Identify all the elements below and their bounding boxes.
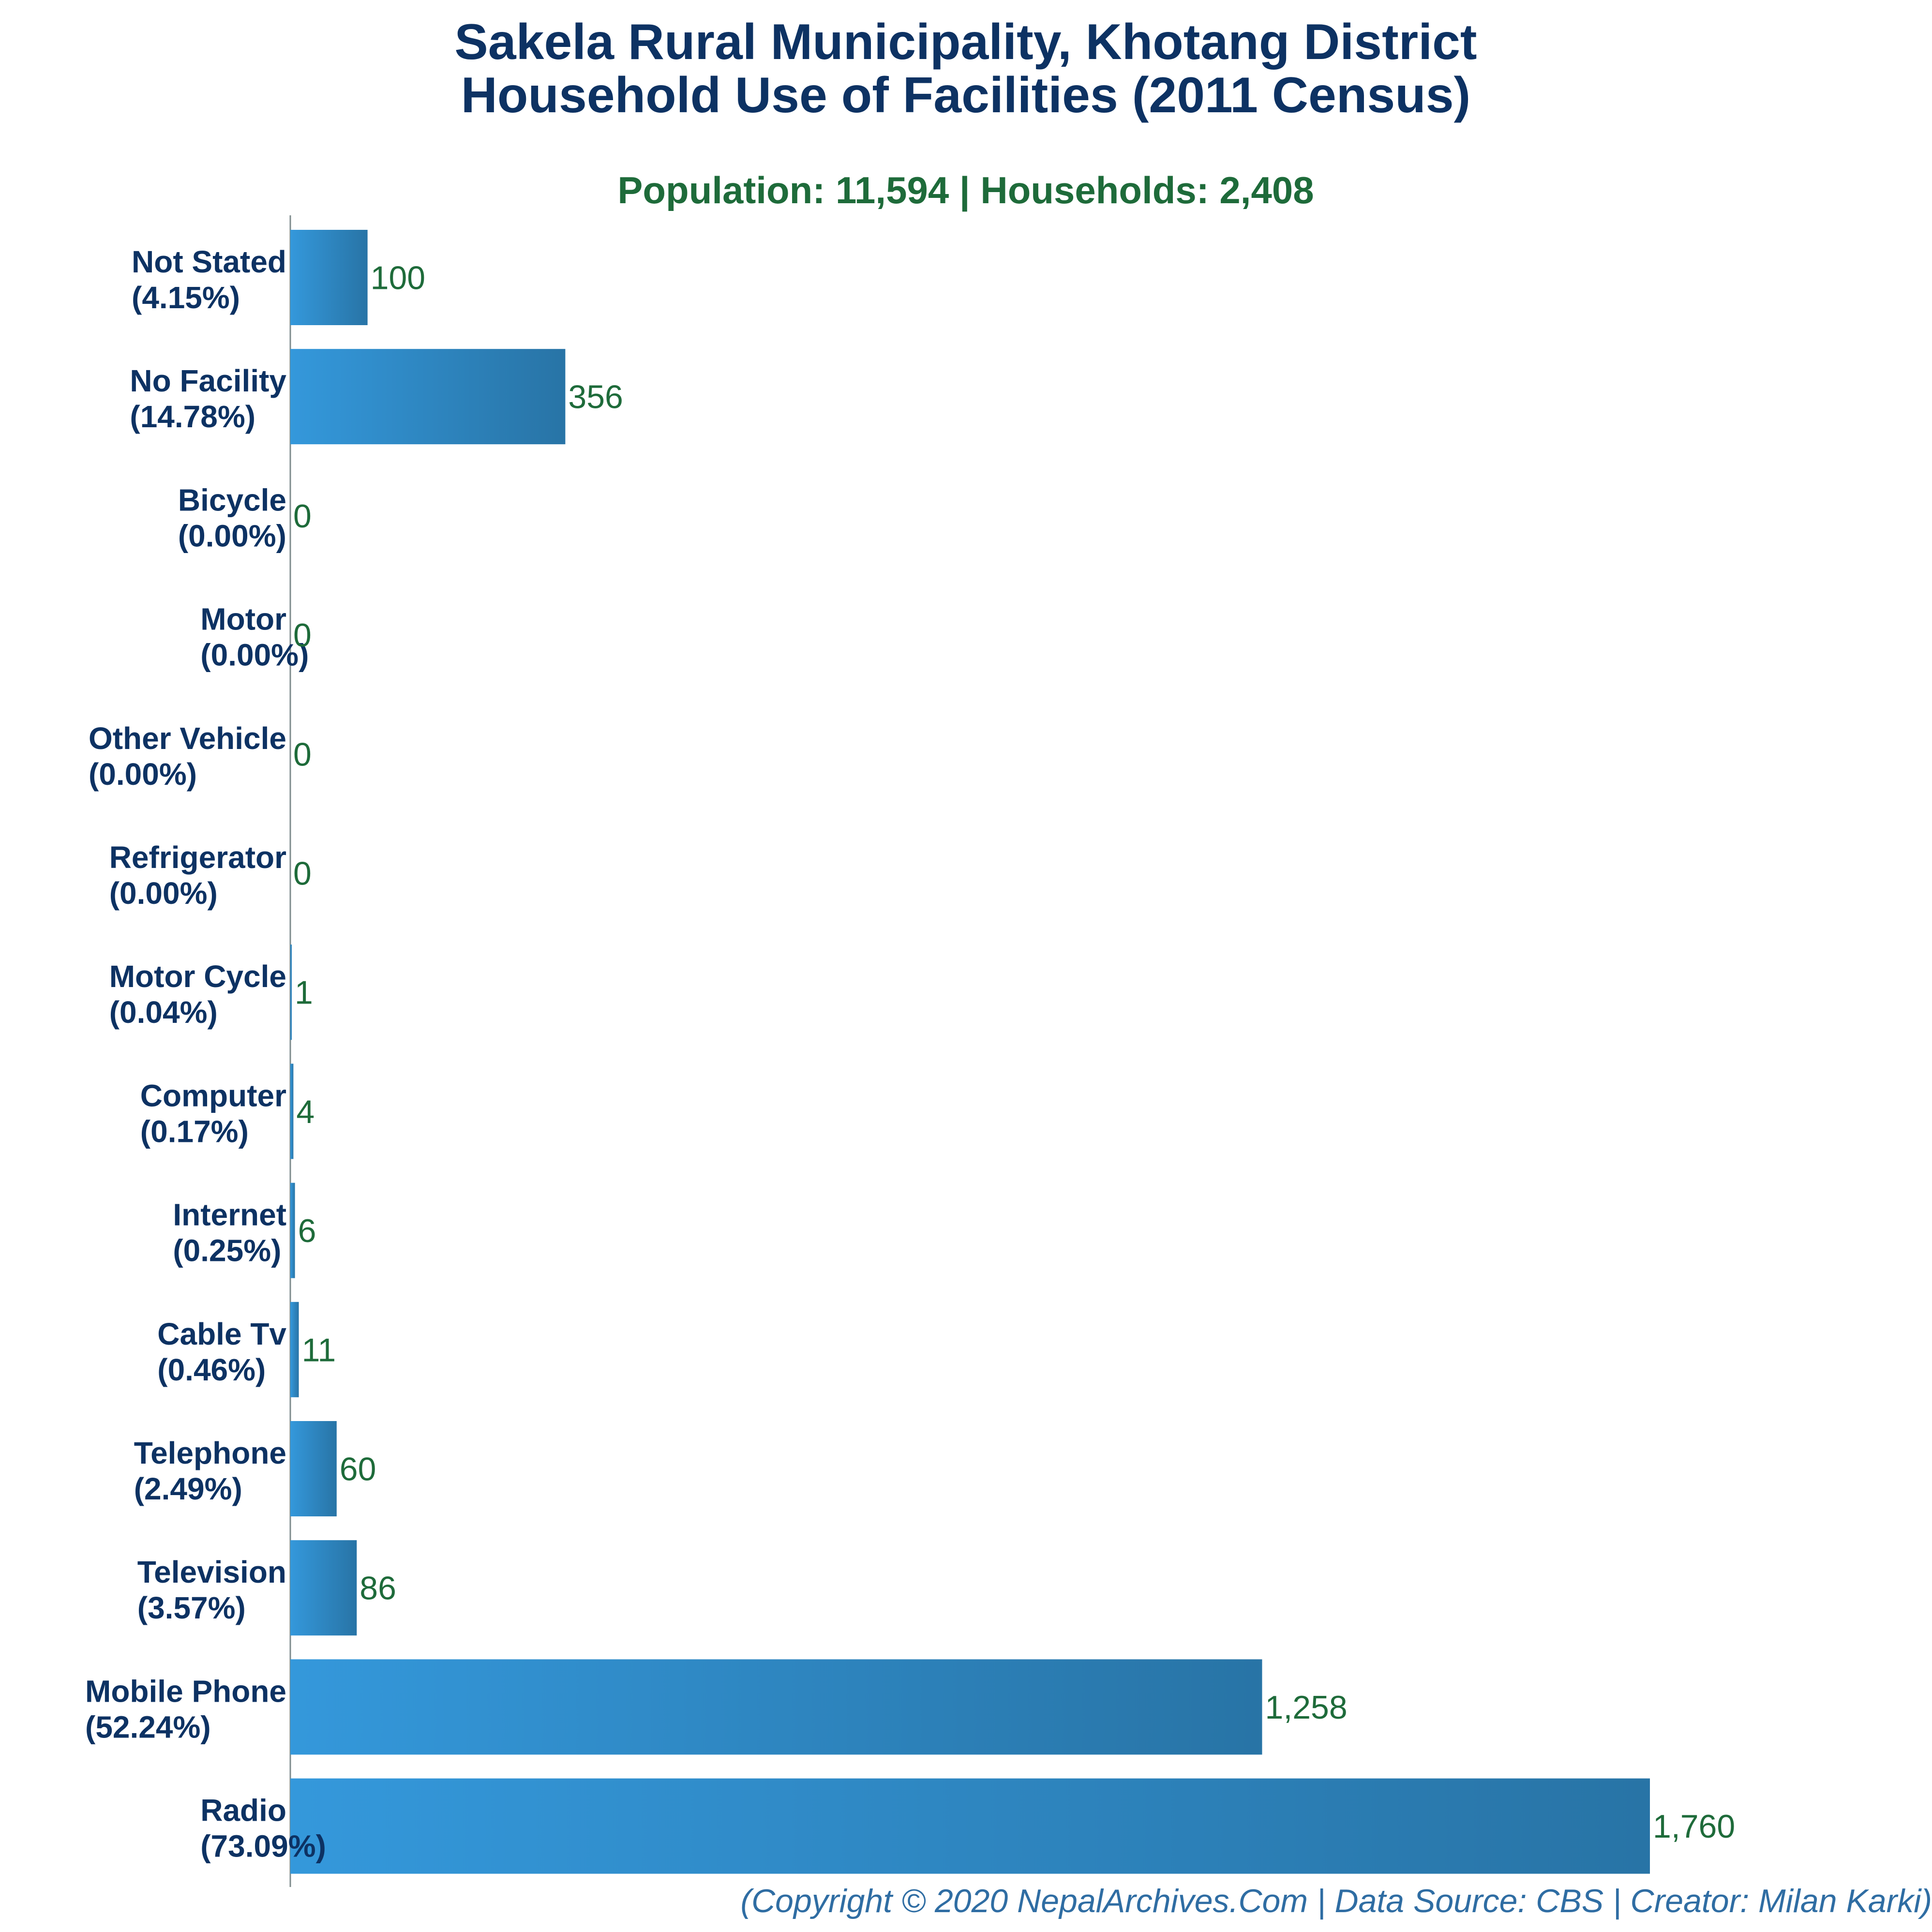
category-name: Computer: [140, 1078, 286, 1113]
category-name: Refrigerator: [109, 840, 286, 875]
category-label-refrigerator: Refrigerator (0.00%): [109, 840, 286, 911]
category-label-no-facility: No Facility (14.78%): [130, 363, 286, 434]
chart-title-line-2: Household Use of Facilities (2011 Census…: [461, 67, 1470, 123]
value-label-refrigerator: 0: [293, 855, 312, 892]
category-label-cable-tv: Cable Tv (0.46%): [157, 1317, 286, 1387]
value-label-internet: 6: [298, 1213, 316, 1249]
category-label-motor: Motor (0.00%): [200, 602, 309, 673]
value-labels-group: 100 356 0 0 0 0 1 4 6 11 60 86 1,258 1,760: [293, 260, 1735, 1845]
value-label-computer: 4: [296, 1093, 315, 1130]
category-name: Cable Tv: [157, 1317, 286, 1351]
category-label-other-vehicle: Other Vehicle (0.00%): [89, 721, 286, 792]
bar-cable-tv: [290, 1302, 299, 1397]
value-label-telephone: 60: [340, 1451, 376, 1488]
category-percent: (3.57%): [137, 1590, 246, 1625]
bar-television: [290, 1540, 357, 1636]
chart-title-line-1: Sakela Rural Municipality, Khotang Distr…: [454, 14, 1477, 70]
category-percent: (52.24%): [85, 1709, 211, 1744]
value-label-radio: 1,760: [1653, 1808, 1735, 1845]
value-label-not-stated: 100: [371, 260, 425, 297]
category-label-internet: Internet (0.25%): [173, 1198, 286, 1268]
category-name: Radio: [200, 1793, 286, 1828]
value-label-motor-cycle: 1: [295, 974, 313, 1011]
category-label-radio: Radio (73.09%): [200, 1793, 326, 1864]
bar-mobile-phone: [290, 1659, 1262, 1755]
category-name: Telephone: [134, 1436, 286, 1470]
bar-telephone: [290, 1421, 337, 1516]
category-percent: (0.17%): [140, 1114, 249, 1149]
category-name: Motor Cycle: [109, 959, 286, 994]
footer-credit: (Copyright © 2020 NepalArchives.Com | Da…: [740, 1883, 1932, 1919]
category-name: Bicycle: [178, 482, 286, 517]
category-label-telephone: Telephone (2.49%): [134, 1436, 286, 1506]
value-label-bicycle: 0: [293, 498, 312, 535]
bars-group: [290, 230, 1650, 1874]
value-label-no-facility: 356: [568, 379, 623, 416]
bar-not-stated: [290, 230, 368, 325]
value-label-motor: 0: [293, 617, 312, 654]
category-percent: (73.09%): [200, 1829, 326, 1864]
value-label-mobile-phone: 1,258: [1265, 1689, 1348, 1726]
chart-subtitle: Population: 11,594 | Households: 2,408: [617, 169, 1314, 211]
category-name: Motor: [200, 602, 286, 637]
bar-internet: [290, 1183, 295, 1278]
category-name: Mobile Phone: [85, 1674, 286, 1708]
category-name: Not Stated: [132, 244, 286, 279]
category-label-not-stated: Not Stated (4.15%): [132, 244, 286, 315]
value-label-other-vehicle: 0: [293, 736, 312, 773]
category-percent: (14.78%): [130, 399, 255, 434]
category-label-bicycle: Bicycle (0.00%): [178, 482, 286, 553]
value-label-television: 86: [359, 1570, 396, 1607]
category-percent: (2.49%): [134, 1471, 242, 1506]
category-name: Television: [137, 1555, 286, 1589]
category-percent: (0.00%): [109, 876, 218, 911]
bar-motor-cycle: [290, 944, 292, 1040]
category-name: Internet: [173, 1198, 286, 1232]
category-labels-group: Not Stated (4.15%) No Facility (14.78%) Bicy…: [85, 244, 326, 1864]
bar-radio: [290, 1778, 1650, 1874]
category-percent: (0.00%): [178, 518, 286, 553]
category-percent: (0.25%): [173, 1233, 281, 1268]
category-label-motor-cycle: Motor Cycle (0.04%): [109, 959, 286, 1030]
bar-no-facility: [290, 349, 566, 445]
category-percent: (0.46%): [157, 1352, 266, 1387]
category-label-mobile-phone: Mobile Phone (52.24%): [85, 1674, 286, 1744]
category-percent: (4.15%): [132, 280, 240, 315]
value-label-cable-tv: 11: [302, 1332, 336, 1368]
category-label-television: Television (3.57%): [137, 1555, 286, 1625]
category-percent: (0.04%): [109, 995, 218, 1030]
bar-computer: [290, 1063, 294, 1159]
category-label-computer: Computer (0.17%): [140, 1078, 286, 1149]
category-percent: (0.00%): [200, 638, 309, 673]
category-name: No Facility: [130, 363, 286, 398]
category-percent: (0.00%): [89, 757, 197, 792]
category-name: Other Vehicle: [89, 721, 286, 756]
